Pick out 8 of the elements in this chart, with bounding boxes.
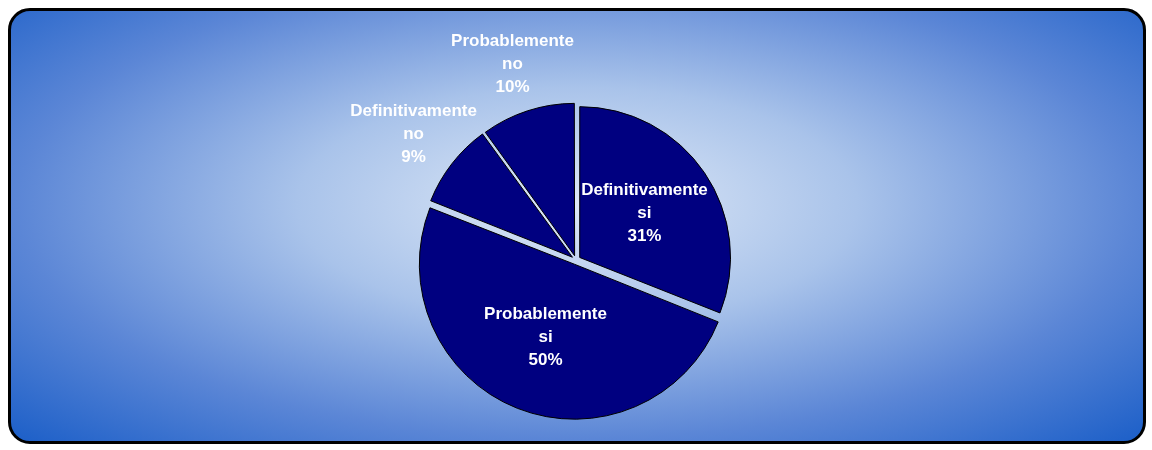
data-label: 31% xyxy=(627,226,662,246)
data-label: 9% xyxy=(401,146,426,166)
slice-label: Probablemente si xyxy=(484,303,607,346)
slice-label: Probablemente no xyxy=(451,31,574,74)
slice-label: Definitivamente no xyxy=(350,100,477,143)
data-label: 50% xyxy=(528,349,563,369)
data-label: 10% xyxy=(495,77,530,97)
slice-label: Definitivamente si xyxy=(581,180,708,223)
